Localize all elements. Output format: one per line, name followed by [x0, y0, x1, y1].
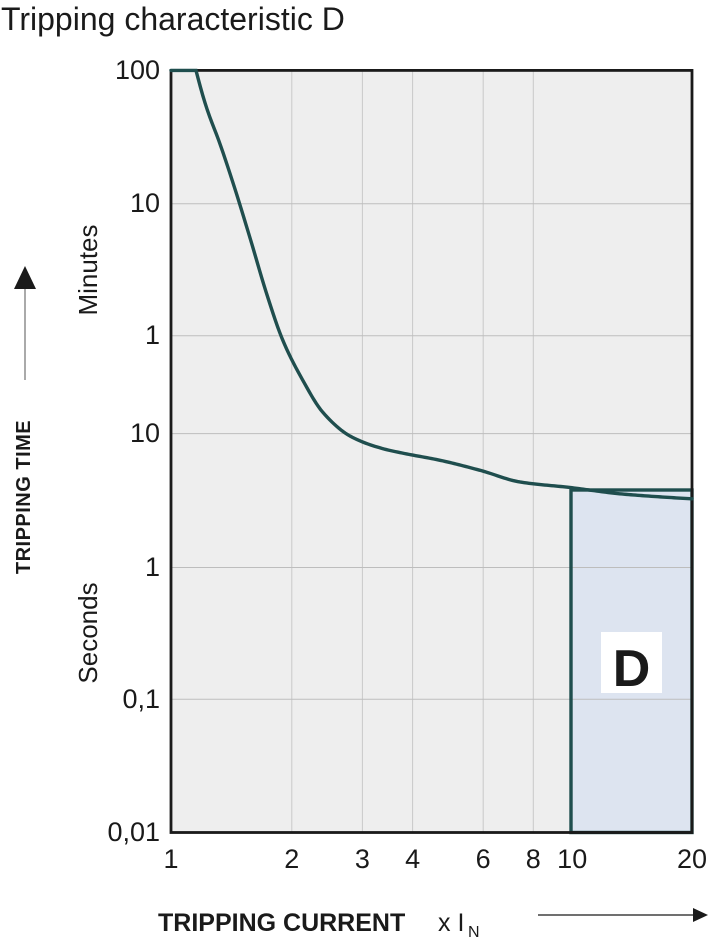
svg-text:1: 1: [163, 844, 178, 874]
svg-text:1: 1: [145, 320, 160, 350]
svg-text:TRIPPING TIME: TRIPPING TIME: [13, 420, 35, 574]
svg-text:x I: x I: [438, 909, 464, 937]
svg-text:3: 3: [355, 844, 370, 874]
svg-text:0,1: 0,1: [122, 684, 160, 714]
svg-text:D: D: [613, 640, 651, 698]
svg-text:N: N: [468, 924, 480, 941]
svg-text:1: 1: [145, 552, 160, 582]
svg-text:6: 6: [476, 844, 491, 874]
svg-text:4: 4: [405, 844, 420, 874]
svg-text:8: 8: [526, 844, 541, 874]
svg-text:2: 2: [284, 844, 299, 874]
svg-text:100: 100: [115, 55, 160, 85]
svg-text:10: 10: [557, 844, 587, 874]
svg-text:TRIPPING CURRENT: TRIPPING CURRENT: [158, 909, 405, 937]
svg-text:10: 10: [130, 188, 160, 218]
svg-text:0,01: 0,01: [107, 817, 160, 847]
svg-text:Seconds: Seconds: [73, 582, 103, 683]
svg-text:Minutes: Minutes: [73, 224, 103, 315]
svg-text:20: 20: [677, 844, 707, 874]
svg-text:Tripping characteristic D: Tripping characteristic D: [1, 1, 345, 37]
svg-text:10: 10: [130, 418, 160, 448]
